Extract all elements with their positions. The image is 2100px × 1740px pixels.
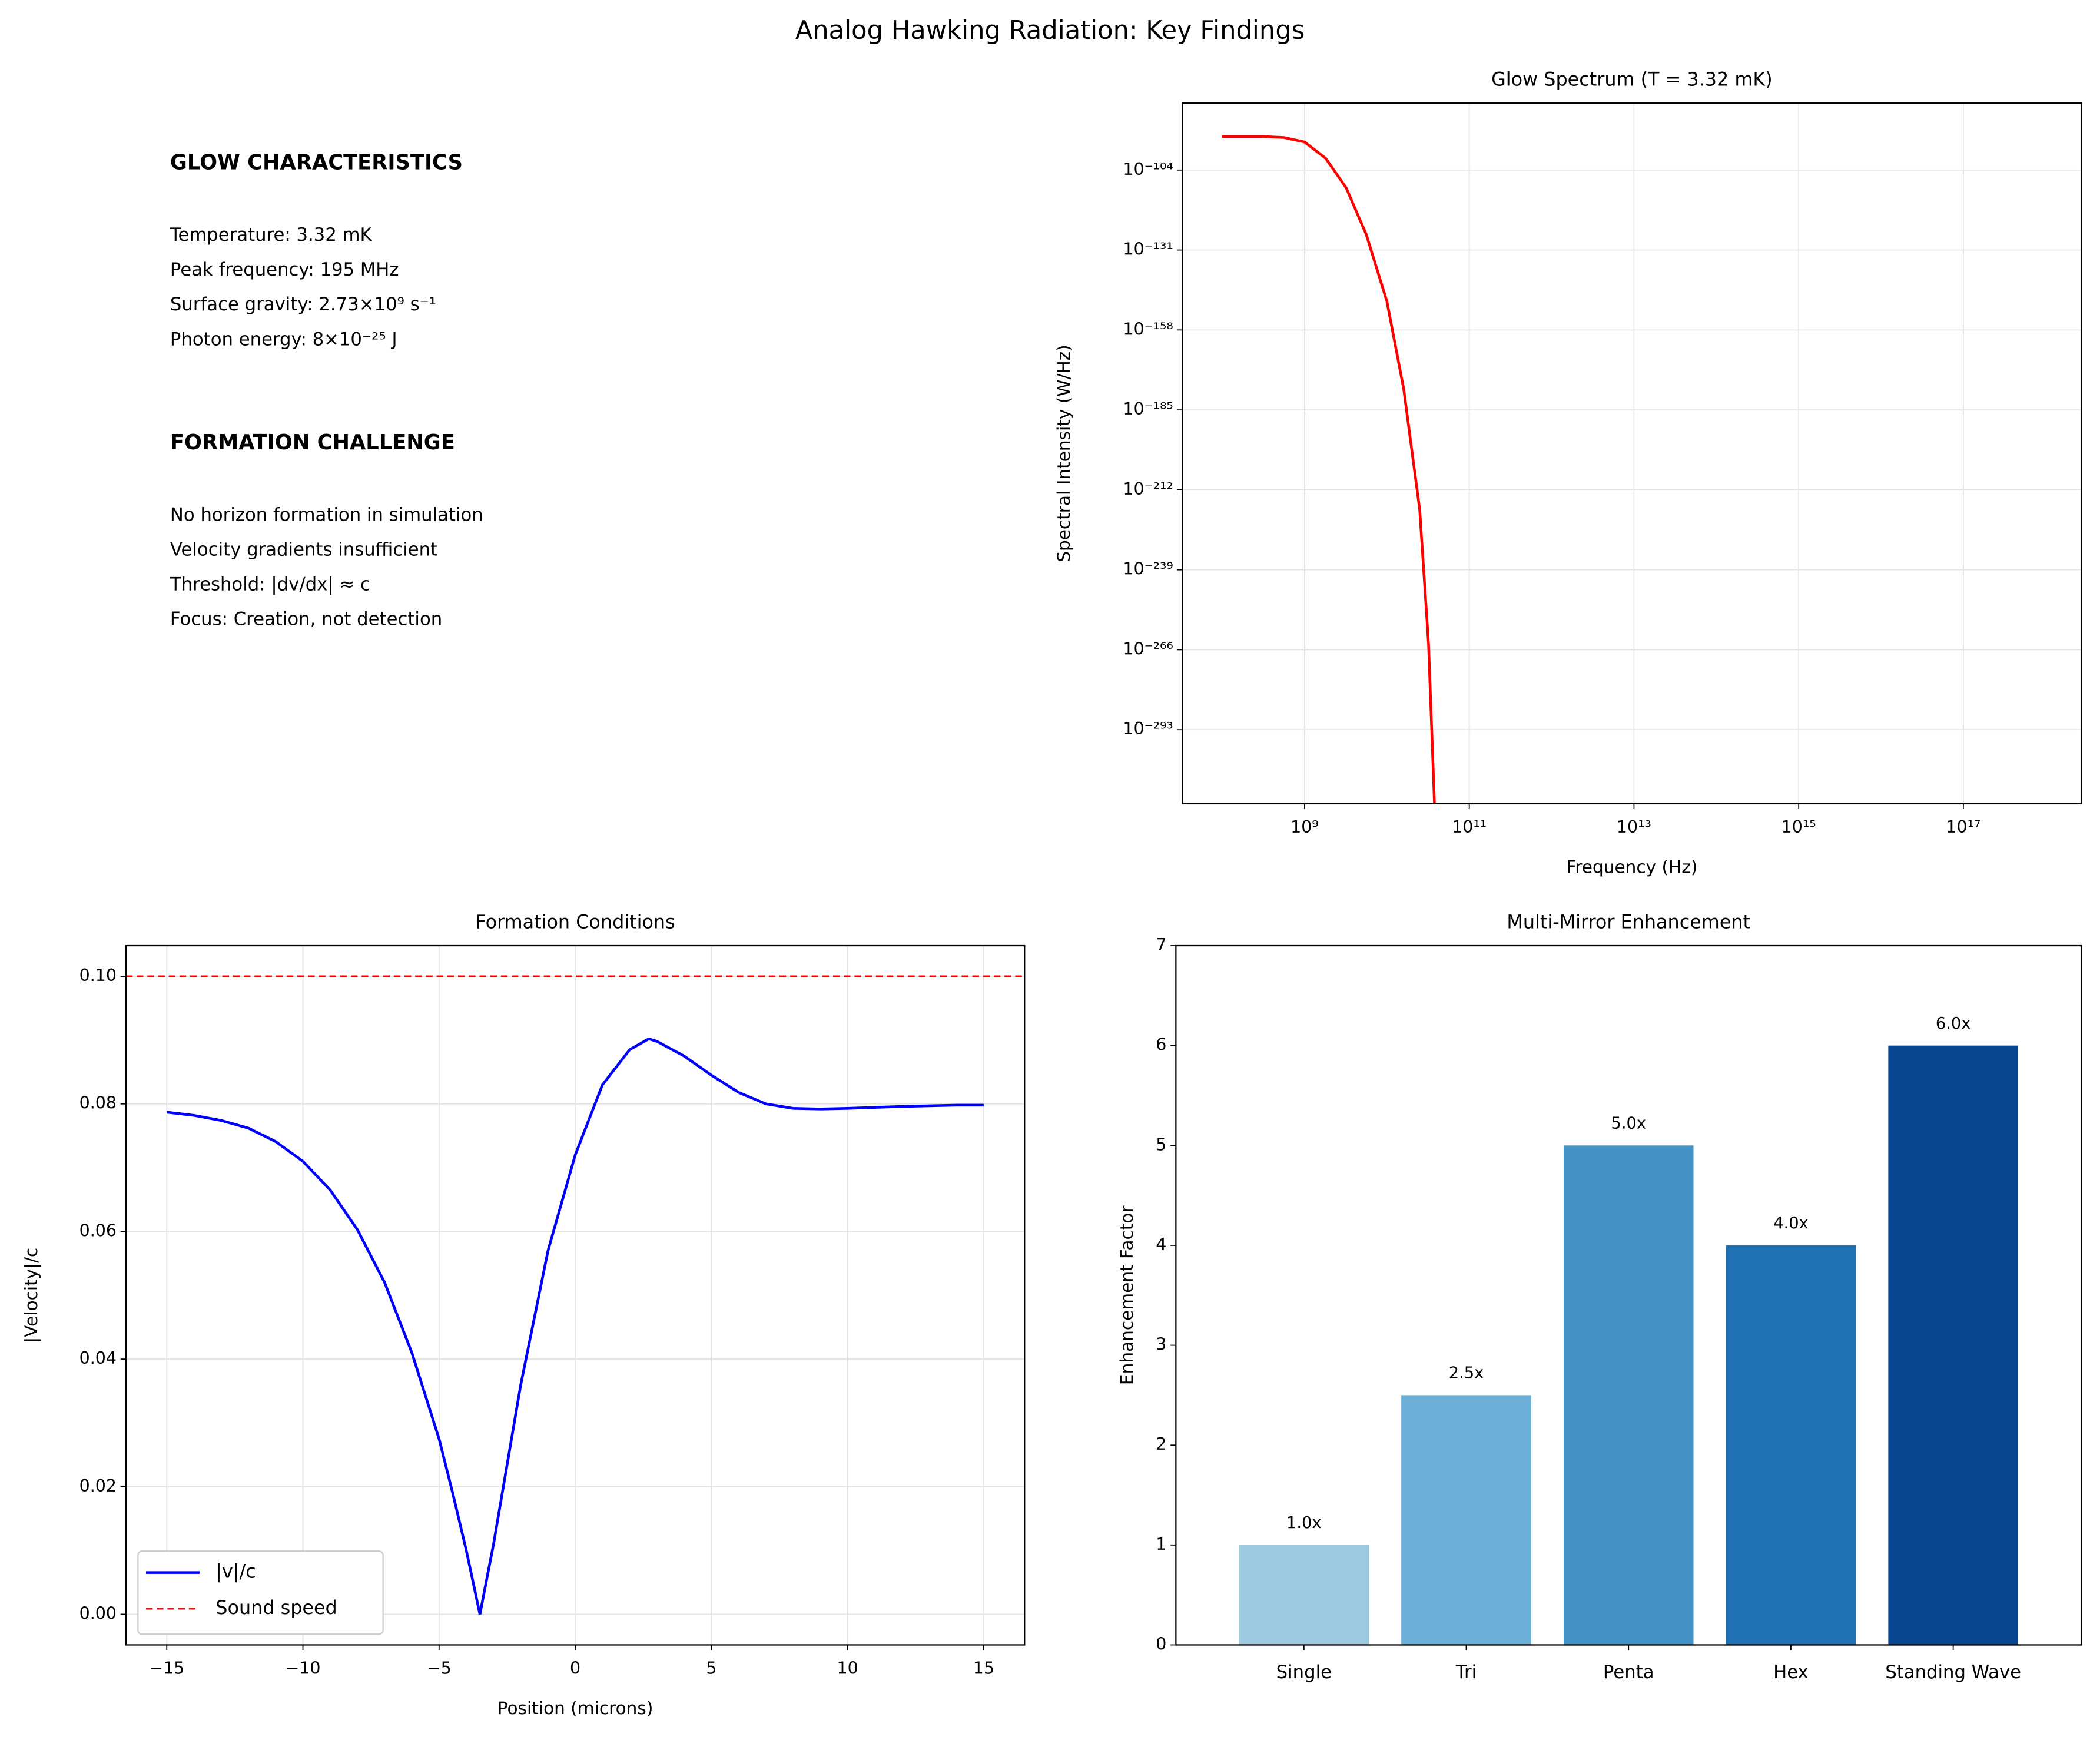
y-axis-label: Enhancement Factor [1117,1205,1137,1385]
info-line: Peak frequency: 195 MHz [170,259,399,280]
x-tick-label: Penta [1603,1662,1654,1683]
y-tick-label: 6 [1156,1035,1166,1055]
y-tick-label: 10⁻¹⁰⁴ [1123,160,1173,179]
data-line [166,1037,984,1615]
y-tick-label: 10⁻²¹² [1123,479,1173,499]
y-tick-label: 4 [1156,1235,1166,1254]
y-axis-label: |Velocity|/c [21,1248,42,1343]
bar [1726,1245,1856,1645]
x-axis-label: Position (microns) [497,1698,653,1718]
x-tick-label: −10 [286,1658,321,1678]
y-tick-label: 0.02 [79,1476,117,1496]
y-tick-label: 0.10 [79,966,117,985]
info-line: Focus: Creation, not detection [170,609,442,630]
y-tick-label: 10⁻²⁹³ [1123,719,1173,738]
bar [1563,1145,1694,1645]
x-tick-label: −5 [427,1658,452,1678]
bar [1239,1545,1369,1645]
x-tick-label: 10⁹ [1290,817,1319,837]
bar [1888,1045,2018,1645]
x-tick-label: Tri [1455,1662,1477,1683]
x-tick-label: 5 [706,1658,716,1678]
bar [1401,1395,1531,1645]
y-tick-label: 0.08 [79,1093,117,1113]
figure-title: Analog Hawking Radiation: Key Findings [795,16,1305,45]
y-tick-label: 10⁻¹⁵⁸ [1123,319,1173,339]
info-line: Threshold: |dv/dx| ≈ c [170,574,370,595]
bar-value-label: 4.0x [1773,1214,1809,1232]
axes-frame [1175,944,2082,1646]
section-heading: FORMATION CHALLENGE [170,430,455,455]
y-tick-label: 7 [1156,935,1166,954]
x-tick-label: Single [1276,1662,1332,1683]
chart-title: Glow Spectrum (T = 3.32 mK) [1491,68,1773,90]
y-tick-label: 0 [1156,1634,1166,1653]
info-line: Surface gravity: 2.73×10⁹ s⁻¹ [170,294,436,315]
bar-value-label: 6.0x [1936,1015,1971,1033]
x-tick-label: Hex [1773,1662,1809,1683]
info-line: Velocity gradients insufficient [170,539,437,560]
y-tick-label: 0.06 [79,1221,117,1240]
x-tick-label: 10¹⁵ [1781,817,1816,837]
y-tick-label: 10⁻¹³¹ [1123,240,1173,259]
y-tick-label: 3 [1156,1335,1166,1354]
bar-value-label: 2.5x [1449,1364,1484,1382]
y-tick-label: 1 [1156,1534,1166,1554]
axes-frame [125,944,1026,1646]
x-tick-label: Standing Wave [1885,1662,2021,1683]
y-tick-label: 10⁻¹⁸⁵ [1123,399,1173,419]
x-tick-label: 10 [837,1658,858,1678]
legend-label: |v|/c [215,1560,256,1583]
data-line [1222,135,1436,804]
info-line: No horizon formation in simulation [170,504,483,525]
x-tick-label: 0 [570,1658,580,1678]
bar-value-label: 5.0x [1611,1114,1646,1132]
chart-title: Formation Conditions [475,910,675,933]
y-tick-label: 5 [1156,1135,1166,1154]
y-axis-label: Spectral Intensity (W/Hz) [1054,344,1074,562]
legend-label: Sound speed [215,1596,337,1619]
legend-box [137,1550,384,1635]
x-tick-label: 10¹¹ [1452,817,1487,837]
bar-value-label: 1.0x [1286,1514,1322,1532]
info-line: Photon energy: 8×10⁻²⁵ J [170,329,397,350]
chart-title: Multi-Mirror Enhancement [1507,910,1750,933]
y-tick-label: 10⁻²⁶⁶ [1123,639,1173,658]
x-tick-label: 10¹⁷ [1946,817,1980,837]
y-tick-label: 2 [1156,1434,1166,1454]
section-heading: GLOW CHARACTERISTICS [170,151,463,175]
x-tick-label: 10¹³ [1617,817,1651,837]
y-tick-label: 0.00 [79,1603,117,1623]
x-tick-label: 15 [973,1658,994,1678]
y-tick-label: 0.04 [79,1348,117,1368]
x-tick-label: −15 [149,1658,184,1678]
axes-frame [1182,102,2082,805]
y-tick-label: 10⁻²³⁹ [1123,559,1173,579]
info-line: Temperature: 3.32 mK [170,224,373,246]
x-axis-label: Frequency (Hz) [1566,857,1697,877]
